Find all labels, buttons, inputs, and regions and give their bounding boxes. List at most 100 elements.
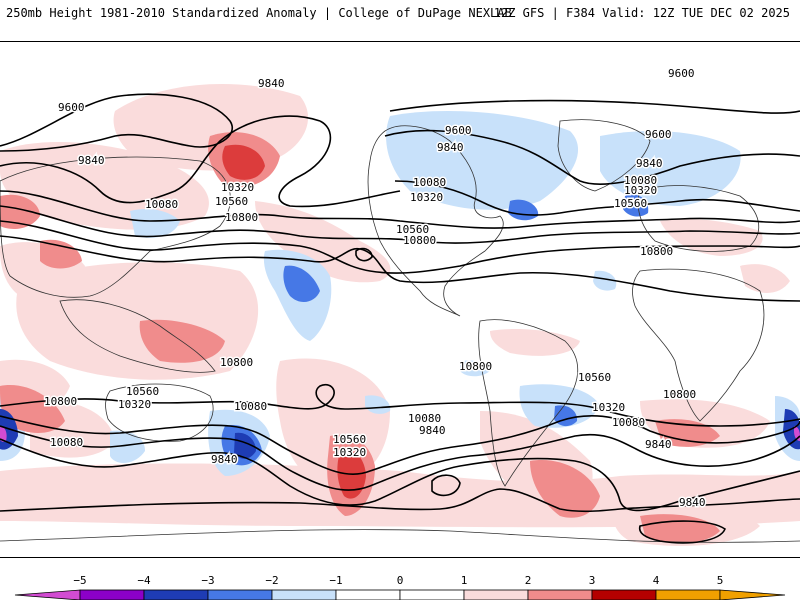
colorbar-tick-pos3: 3	[589, 574, 596, 587]
map-title: 250mb Height 1981-2010 Standardized Anom…	[6, 6, 512, 20]
contour-10800-nh	[0, 235, 800, 302]
contour-10320-nh	[0, 205, 800, 244]
label-9840-w: 9840	[78, 154, 105, 167]
label-10560-sa: 10560	[578, 371, 611, 384]
contour-9840-can	[394, 180, 800, 216]
anomaly-pos1-ne-right	[740, 264, 790, 293]
anomaly-pos1-europe	[660, 219, 763, 256]
label-9840-nw: 9840	[258, 77, 285, 90]
label-10080-pac: 10080	[145, 198, 178, 211]
colorbar-tick-pos4: 4	[653, 574, 660, 587]
colorbar-tick-neg5: −5	[73, 574, 86, 587]
asia-outline	[0, 156, 231, 298]
label-9840-sa2: 9840	[645, 438, 672, 451]
se-asia-outline	[59, 299, 216, 373]
model-valid-time: 12Z GFS | F384 Valid: 12Z TUE DEC 02 202…	[493, 6, 790, 20]
anomaly-neg1-greenland	[600, 131, 741, 206]
label-9840-ant: 9840	[679, 496, 706, 509]
label-10560-sw: 10560	[126, 385, 159, 398]
colorbar-pos-arrow	[719, 589, 786, 600]
label-10320-sp: 10320	[333, 446, 366, 459]
colorbar-tick-pos5: 5	[717, 574, 724, 587]
map-frame	[0, 41, 800, 558]
label-10320-eu: 10320	[624, 184, 657, 197]
label-10800-s: 10800	[44, 395, 77, 408]
colorbar-tick-neg4: −4	[137, 574, 151, 587]
label-10800-sa: 10800	[459, 360, 492, 373]
anomaly-pos1-siberia	[0, 141, 209, 230]
greenland-outline	[557, 119, 651, 192]
contour-labels: 9840 9600 9840 9600 9600 9840 10080 1032…	[43, 66, 708, 511]
label-10560-atl: 10560	[396, 223, 429, 236]
anomaly-pos1-subtrop-pac	[255, 201, 391, 283]
colorbar-tick-zero: 0	[397, 574, 404, 587]
anomaly-neg1-aleutian	[130, 209, 180, 238]
label-10080-sa2: 10080	[612, 416, 645, 429]
label-9600-eu: 9600	[645, 128, 672, 141]
label-10080-sp: 10080	[234, 400, 267, 413]
anomaly-shading	[0, 84, 800, 546]
label-9600-nw: 9600	[58, 101, 85, 114]
colorbar-bin-pos3	[591, 589, 657, 600]
contour-closed-low-pac	[355, 247, 373, 262]
label-10560-pac: 10560	[215, 195, 248, 208]
label-9840-eu: 9840	[636, 157, 663, 170]
anomaly-neg3-sind	[234, 432, 256, 459]
color-bar: −5 −4 −3 −2 −1 0 1 2 3 4 5	[14, 574, 786, 600]
colorbar-neg-arrow	[14, 589, 81, 600]
contour-9840-ant	[638, 520, 726, 544]
colorbar-tick-neg3: −3	[201, 574, 214, 587]
colorbar-bin-pos4	[655, 589, 721, 600]
label-10800-atl: 10800	[403, 234, 436, 247]
colorbar-bin-neg3	[207, 589, 273, 600]
label-10320-us: 10320	[410, 191, 443, 204]
contour-10320-sh	[0, 425, 800, 491]
colorbar-tick-pos1: 1	[461, 574, 468, 587]
colorbar-bin-zero	[399, 589, 465, 600]
colorbar-bin-pos2	[527, 589, 593, 600]
contour-10080-nh	[0, 190, 800, 229]
south-america-outline	[478, 319, 579, 487]
contour-10800-sh	[0, 383, 800, 427]
colorbar-bin-neg1	[335, 589, 401, 600]
contour-9600-can	[384, 129, 800, 185]
anomaly-pos1-samerica-n	[490, 329, 580, 356]
label-10560-eu: 10560	[614, 197, 647, 210]
contour-10560-nh	[0, 220, 800, 274]
anomaly-neg1-atl	[593, 270, 617, 291]
anomaly-pos2-china	[40, 239, 82, 269]
anomaly-map: 9840 9600 9840 9600 9600 9840 10080 1032…	[0, 66, 800, 546]
anomaly-neg1-s-pac2	[110, 430, 145, 463]
anomaly-neg5-west	[0, 426, 7, 442]
contour-9840-nh-west	[0, 115, 321, 204]
contour-9840-sh	[0, 488, 800, 513]
label-9840-sa: 9840	[419, 424, 446, 437]
anomaly-pos2-s-west	[0, 385, 65, 433]
contour-9600-nh-east	[389, 99, 800, 114]
label-9600-ne: 9600	[668, 67, 695, 80]
colorbar-bin-pos1	[463, 589, 529, 600]
colorbar-bin-neg5	[79, 589, 145, 600]
label-9840-can: 9840	[437, 141, 464, 154]
label-10320-pac: 10320	[221, 181, 254, 194]
contour-closed-low-satl	[431, 474, 461, 497]
north-america-outline	[367, 125, 504, 317]
label-10800-io: 10800	[663, 388, 696, 401]
colorbar-tick-neg2: −2	[265, 574, 278, 587]
label-10080-sa: 10080	[408, 412, 441, 425]
colorbar-tick-neg1: −1	[329, 574, 342, 587]
contour-10560-sh	[0, 415, 800, 475]
anomaly-pos2-siberia	[0, 194, 40, 229]
anomaly-neg1-sa2	[365, 395, 391, 414]
colorbar-bin-neg4	[143, 589, 209, 600]
label-10320-sw: 10320	[118, 398, 151, 411]
label-10080-eu: 10080	[624, 174, 657, 187]
label-10800-pac: 10800	[225, 211, 258, 224]
label-10560-sp: 10560	[333, 433, 366, 446]
label-10320-sa: 10320	[592, 401, 625, 414]
colorbar-tick-pos2: 2	[525, 574, 532, 587]
label-10080-us: 10080	[413, 176, 446, 189]
anomaly-neg2-pacific	[283, 265, 320, 303]
label-9840-s: 9840	[211, 453, 238, 466]
height-contours	[0, 93, 800, 544]
